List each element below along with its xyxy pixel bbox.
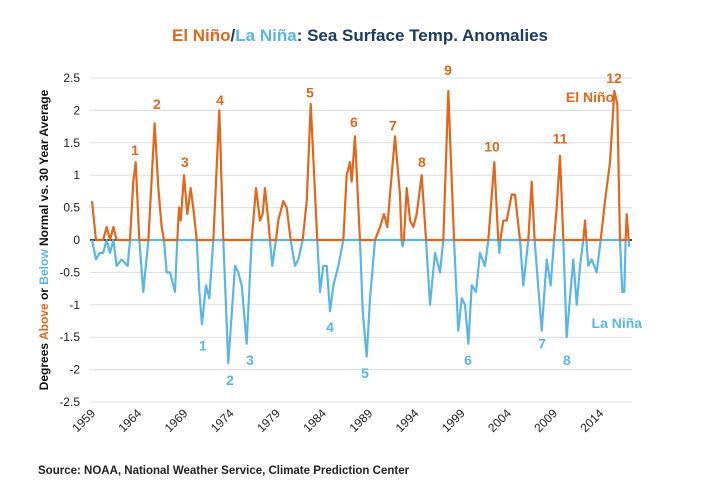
- x-tick-label: 1969: [162, 406, 191, 435]
- chart-title: El Niño/La Niña: Sea Surface Temp. Anoma…: [172, 26, 548, 45]
- x-tick-label: 1959: [69, 406, 98, 435]
- el-nino-event-label: 3: [181, 154, 189, 170]
- y-tick-label: 1.5: [63, 136, 80, 150]
- y-tick-label: 1: [73, 168, 80, 182]
- el-nino-legend-label: El Niño: [566, 89, 614, 105]
- ylabel-part2: or: [37, 285, 51, 304]
- la-nina-legend-label: La Niña: [592, 315, 643, 331]
- y-tick-label: -1: [69, 298, 80, 312]
- x-tick-label: 1989: [347, 406, 376, 435]
- title-el-nino: El Niño: [172, 26, 231, 45]
- x-tick-label: 1974: [208, 406, 237, 435]
- y-tick-label: -2.5: [59, 395, 80, 409]
- la-nina-event-label: 2: [226, 372, 234, 388]
- y-tick-label: -1.5: [59, 330, 80, 344]
- ylabel-part3: Normal vs. 30 Year Average: [37, 89, 51, 249]
- x-tick-label: 2014: [578, 406, 607, 435]
- title-la-nina: La Niña: [235, 26, 297, 45]
- el-nino-event-label: 6: [350, 114, 358, 130]
- la-nina-event-label: 7: [538, 336, 546, 352]
- la-nina-event-label: 8: [563, 352, 571, 368]
- ylabel-below: Below: [37, 249, 51, 285]
- la-nina-event-label: 1: [199, 338, 207, 354]
- el-nino-event-label: 10: [484, 139, 500, 155]
- el-nino-event-label: 9: [444, 62, 452, 78]
- x-tick-label: 1964: [116, 406, 145, 435]
- el-nino-event-label: 7: [389, 117, 397, 133]
- y-axis-label: Degrees Above or Below Normal vs. 30 Yea…: [37, 89, 51, 390]
- el-nino-event-label: 1: [131, 142, 139, 158]
- y-tick-label: 2: [73, 103, 80, 117]
- title-slash: /: [231, 26, 236, 45]
- title-rest: : Sea Surface Temp. Anomalies: [297, 26, 548, 45]
- source-note: Source: NOAA, National Weather Service, …: [38, 465, 410, 477]
- ylabel-above: Above: [37, 303, 51, 340]
- la-nina-event-label: 5: [361, 365, 369, 381]
- el-nino-event-label: 11: [553, 130, 568, 146]
- x-tick-labels: 1959 1964 1969 1974 1979 1984 1989 1994 1999 2004…: [69, 406, 606, 435]
- la-nina-event-label: 4: [326, 319, 334, 335]
- y-tick-label: -2: [69, 363, 80, 377]
- el-nino-event-label: 5: [306, 84, 314, 100]
- y-tick-label: -0.5: [59, 265, 80, 279]
- y-tick-label: 2.5: [63, 71, 80, 85]
- x-tick-label: 2004: [485, 406, 514, 435]
- el-nino-event-label: 8: [418, 154, 426, 170]
- y-tick-labels: 2.5 2 1.5 1 0.5 0 -0.5 -1 -1.5 -2 -2.5: [59, 71, 80, 409]
- el-nino-event-label: 4: [216, 92, 224, 108]
- la-nina-series-line: [90, 238, 631, 365]
- x-tick-label: 2009: [531, 406, 560, 435]
- x-tick-label: 1979: [254, 406, 283, 435]
- x-tick-label: 1999: [439, 406, 468, 435]
- x-tick-label: 1984: [300, 406, 329, 435]
- ylabel-part1: Degrees: [37, 340, 51, 390]
- el-nino-event-label: 2: [153, 96, 161, 112]
- el-nino-event-label: 12: [606, 70, 622, 86]
- el-nino-series-line: [90, 89, 630, 242]
- x-tick-label: 1994: [393, 406, 422, 435]
- y-tick-label: 0.5: [63, 201, 80, 215]
- y-tick-label: 0: [73, 233, 80, 247]
- la-nina-event-label: 6: [464, 352, 472, 368]
- la-nina-event-label: 3: [246, 352, 254, 368]
